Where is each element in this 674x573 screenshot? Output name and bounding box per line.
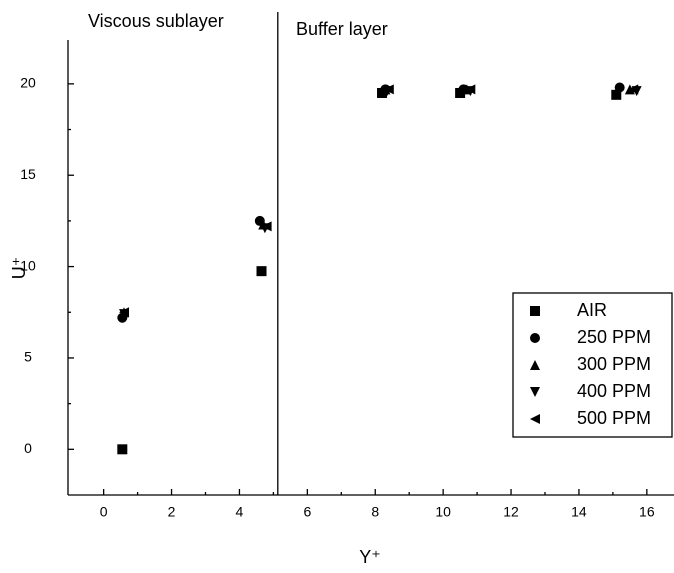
x-tick-label: 12 [503,504,519,520]
y-tick-label: 15 [20,166,36,182]
legend-label: 300 PPM [577,354,651,374]
x-tick-label: 6 [303,504,311,520]
legend-label: AIR [577,300,607,320]
x-tick-label: 2 [168,504,176,520]
x-tick-label: 10 [435,504,451,520]
point [383,84,394,95]
point [611,89,622,100]
legend-label: 400 PPM [577,381,651,401]
legend-label: 250 PPM [577,327,651,347]
point [117,444,128,455]
legend-box [512,292,673,438]
point [119,307,130,318]
x-tick-label: 4 [236,504,244,520]
annotation: Viscous sublayer [88,11,224,31]
point [614,82,625,93]
y-tick-label: 20 [20,75,36,91]
x-tick-label: 8 [371,504,379,520]
x-tick-label: 16 [639,504,655,520]
legend-label: 500 PPM [577,408,651,428]
x-tick-label: 14 [571,504,587,520]
x-tick-label: 0 [100,504,108,520]
y-tick-label: 10 [20,257,36,273]
x-axis-label: Y⁺ [359,547,381,567]
y-tick-label: 0 [24,440,32,456]
point [628,84,639,95]
point [256,266,267,277]
legend-marker [530,414,540,424]
y-axis-label: U⁺ [9,257,29,280]
y-tick-label: 5 [24,349,32,365]
legend-marker [530,306,540,316]
legend-marker [530,360,540,370]
legend-marker [530,333,540,343]
point [261,221,272,232]
legend-marker [530,387,540,397]
point [465,84,476,95]
annotation: Buffer layer [296,19,388,39]
